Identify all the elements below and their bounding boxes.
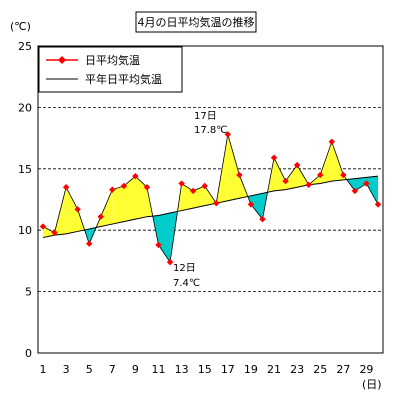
data-point-daily bbox=[293, 161, 301, 169]
data-point-daily bbox=[247, 201, 255, 208]
data-point-daily bbox=[305, 181, 312, 188]
legend-box bbox=[38, 46, 183, 93]
x-tick-label: 7 bbox=[109, 363, 116, 376]
data-point-daily bbox=[51, 229, 58, 236]
data-point-daily bbox=[120, 182, 128, 190]
data-point-daily bbox=[39, 223, 47, 230]
annotation-max-day: 17日 bbox=[194, 111, 217, 122]
data-point-daily bbox=[224, 131, 232, 138]
data-point-daily bbox=[166, 258, 174, 266]
series-lines bbox=[42, 134, 379, 264]
data-point-daily bbox=[155, 241, 162, 249]
x-tick-label: 9 bbox=[132, 363, 139, 376]
legend-label-daily: 日平均気温 bbox=[85, 53, 140, 67]
data-point-daily bbox=[282, 177, 289, 185]
x-tick-label: 15 bbox=[198, 363, 212, 376]
data-point-daily bbox=[213, 199, 220, 207]
y-tick-labels: 0 5 10 15 20 25 bbox=[18, 40, 32, 360]
x-tick-label: 17 bbox=[221, 363, 235, 376]
data-point-daily bbox=[270, 154, 278, 161]
data-point-daily bbox=[340, 171, 347, 179]
data-point-daily bbox=[374, 201, 382, 208]
legend-marker-daily bbox=[58, 56, 66, 64]
annotation-min-day: 12日 bbox=[173, 263, 196, 274]
x-tick-label: 19 bbox=[244, 363, 258, 376]
fill-above-normal bbox=[43, 226, 55, 238]
y-tick-label: 25 bbox=[18, 40, 32, 53]
series-line-normal bbox=[42, 175, 379, 239]
data-point-daily bbox=[317, 171, 324, 179]
y-axis-unit: (℃) bbox=[10, 20, 31, 33]
annotation-max-temp: 17.8℃ bbox=[194, 125, 228, 136]
fill-above-normal bbox=[320, 141, 332, 184]
chart-title: 4月の日平均気温の推移 bbox=[138, 15, 255, 29]
fill-above-normal bbox=[274, 157, 286, 191]
y-tick-label: 10 bbox=[18, 224, 32, 237]
fill-below-normal bbox=[250, 193, 263, 220]
data-point-daily bbox=[74, 206, 81, 213]
title-box bbox=[135, 11, 257, 33]
data-point-daily bbox=[363, 180, 370, 187]
data-point-daily bbox=[143, 184, 151, 191]
data-point-daily bbox=[328, 138, 335, 145]
legend: 日平均気温 平年日平均気温 bbox=[38, 46, 183, 93]
fill-above-normal bbox=[285, 165, 298, 190]
plot-area bbox=[37, 45, 384, 354]
annotation-min-temp: 7.4℃ bbox=[173, 278, 200, 289]
y-tick-label: 15 bbox=[18, 163, 32, 176]
y-tick-label: 0 bbox=[25, 347, 32, 360]
x-tick-label: 27 bbox=[336, 363, 350, 376]
fill-above-normal bbox=[135, 176, 147, 220]
fill-below-normal bbox=[158, 213, 171, 263]
fill-below-normal bbox=[354, 177, 367, 191]
x-tick-labels: 1 3 5 7 9 11 13 15 17 19 21 23 25 27 29 bbox=[40, 363, 374, 376]
data-point-daily bbox=[178, 180, 185, 187]
data-point-daily bbox=[351, 187, 359, 195]
legend-label-normal: 平年日平均気温 bbox=[85, 72, 162, 86]
series-points bbox=[39, 131, 382, 266]
data-point-daily bbox=[86, 240, 93, 247]
fill-above-normal bbox=[227, 134, 240, 201]
x-tick-label: 21 bbox=[267, 363, 281, 376]
x-axis-unit: (日) bbox=[362, 378, 382, 391]
fill-above-normal bbox=[112, 185, 124, 225]
fill-above-normal bbox=[331, 141, 344, 182]
grid-lines bbox=[38, 107, 383, 293]
data-point-daily bbox=[132, 172, 139, 180]
fill-above-normal bbox=[100, 189, 113, 227]
x-tick-label: 29 bbox=[359, 363, 373, 376]
fill-above-normal bbox=[193, 185, 205, 209]
fill-below-normal bbox=[366, 176, 378, 205]
data-point-daily bbox=[109, 186, 116, 193]
fill-above-normal bbox=[66, 187, 78, 234]
x-tick-label: 1 bbox=[40, 363, 47, 376]
x-tick-label: 11 bbox=[152, 363, 166, 376]
x-tick-label: 23 bbox=[290, 363, 304, 376]
y-tick-label: 5 bbox=[25, 286, 32, 299]
data-point-daily bbox=[62, 184, 70, 191]
y-tick-label: 20 bbox=[18, 101, 32, 114]
x-tick-label: 25 bbox=[313, 363, 327, 376]
data-point-daily bbox=[201, 182, 208, 190]
series-line-daily bbox=[42, 134, 379, 264]
x-tick-label: 13 bbox=[175, 363, 189, 376]
data-point-daily bbox=[189, 187, 197, 195]
x-tick-label: 3 bbox=[63, 363, 70, 376]
data-point-daily bbox=[236, 171, 243, 179]
data-point-daily bbox=[259, 215, 266, 223]
fill-above-normal bbox=[181, 183, 194, 211]
data-point-daily bbox=[97, 213, 104, 220]
x-tick-label: 5 bbox=[86, 363, 93, 376]
fill-above-normal bbox=[123, 176, 136, 222]
